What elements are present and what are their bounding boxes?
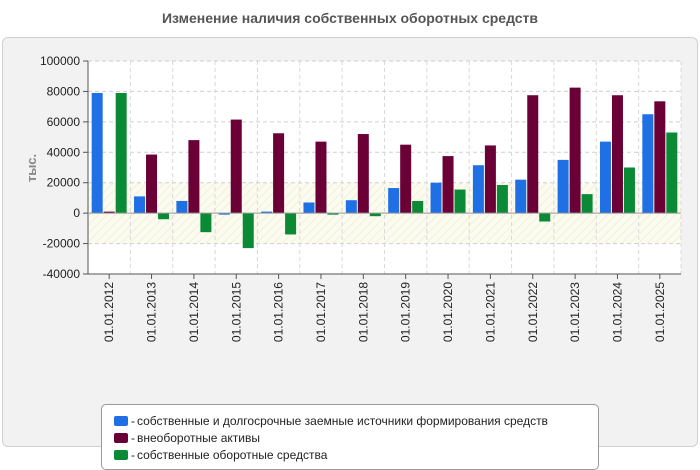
bar-2 <box>230 119 242 214</box>
bar-3 <box>454 189 466 214</box>
bar-2 <box>569 87 581 214</box>
x-tick-label: 01.01.2023 <box>568 282 582 342</box>
bar-1 <box>599 141 611 214</box>
legend-dash: - <box>131 430 135 445</box>
x-tick-label: 01.01.2012 <box>102 282 116 342</box>
bar-3 <box>369 213 381 217</box>
bar-2 <box>611 95 623 214</box>
bar-1 <box>91 92 103 214</box>
x-tick-label: 01.01.2021 <box>483 282 497 342</box>
y-tick-label: 20000 <box>47 176 81 190</box>
bar-1 <box>134 196 146 214</box>
bar-1 <box>176 200 188 214</box>
bar-1 <box>261 211 273 214</box>
y-tick-label: 0 <box>73 206 80 220</box>
y-tick-label: 60000 <box>47 115 81 129</box>
y-tick-label: 40000 <box>47 145 81 159</box>
bar-3 <box>496 184 508 214</box>
legend-swatch <box>114 449 128 460</box>
bar-1 <box>515 179 527 214</box>
bar-1 <box>557 159 569 214</box>
legend-dash: - <box>131 413 135 428</box>
y-tick-label: -20000 <box>43 237 81 251</box>
bar-1 <box>642 114 654 214</box>
bar-2 <box>527 95 539 214</box>
legend-item-2: - внеоборотные активы <box>114 429 598 446</box>
bar-2 <box>357 134 369 214</box>
y-axis-label: тыс. <box>24 154 39 182</box>
bar-3 <box>412 200 424 214</box>
legend-swatch <box>114 415 128 426</box>
chart-legend: - собственные и долгосрочные заемные ист… <box>101 404 599 470</box>
chart-plot: 100000 80000 60000 40000 20000 0 -20000 -40000 0… <box>24 54 682 342</box>
y-tick-label: -40000 <box>43 267 81 281</box>
y-tick-label: 80000 <box>47 84 81 98</box>
bar-3 <box>285 213 297 235</box>
bar-3 <box>242 213 254 249</box>
bar-2 <box>484 145 496 214</box>
x-tick-label: 01.01.2020 <box>441 282 455 342</box>
legend-item-1: - собственные и долгосрочные заемные ист… <box>114 412 598 429</box>
bar-1 <box>430 182 442 214</box>
x-tick-label: 01.01.2024 <box>610 282 624 342</box>
x-tick-label: 01.01.2019 <box>399 282 413 342</box>
bar-2 <box>442 156 454 214</box>
bar-2 <box>103 211 115 214</box>
x-tick-label: 01.01.2017 <box>314 282 328 342</box>
bar-1 <box>345 200 357 214</box>
bar-3 <box>200 213 212 233</box>
bar-3 <box>158 213 170 220</box>
bar-3 <box>623 167 635 214</box>
x-tick-label: 01.01.2025 <box>653 282 667 342</box>
chart-panel: 100000 80000 60000 40000 20000 0 -20000 -40000 0… <box>2 37 698 470</box>
bar-3 <box>327 213 339 215</box>
y-tick-label: 100000 <box>40 54 80 68</box>
bar-1 <box>388 188 400 214</box>
legend-item-3: - собственные оборотные средства <box>114 446 598 463</box>
x-tick-label: 01.01.2014 <box>187 282 201 342</box>
legend-label: собственные и долгосрочные заемные источ… <box>137 413 548 428</box>
x-tick-label: 01.01.2016 <box>272 282 286 342</box>
x-tick-label: 01.01.2013 <box>145 282 159 342</box>
x-tick-label: 01.01.2015 <box>229 282 243 342</box>
bar-2 <box>273 133 285 214</box>
bar-3 <box>539 213 551 222</box>
bar-1 <box>303 202 315 214</box>
bar-2 <box>400 144 412 214</box>
chart-title: Изменение наличия собственных оборотных … <box>161 10 539 26</box>
legend-swatch <box>114 432 128 443</box>
bar-2 <box>188 140 200 214</box>
x-tick-label: 01.01.2018 <box>356 282 370 342</box>
bar-2 <box>315 141 327 214</box>
bar-1 <box>218 213 230 215</box>
bar-3 <box>666 132 678 214</box>
bar-3 <box>581 194 593 214</box>
bar-2 <box>146 154 158 214</box>
bar-1 <box>472 165 484 214</box>
legend-label: внеоборотные активы <box>137 430 260 445</box>
bar-3 <box>115 92 127 214</box>
bar-2 <box>654 101 666 214</box>
x-tick-label: 01.01.2022 <box>526 282 540 342</box>
